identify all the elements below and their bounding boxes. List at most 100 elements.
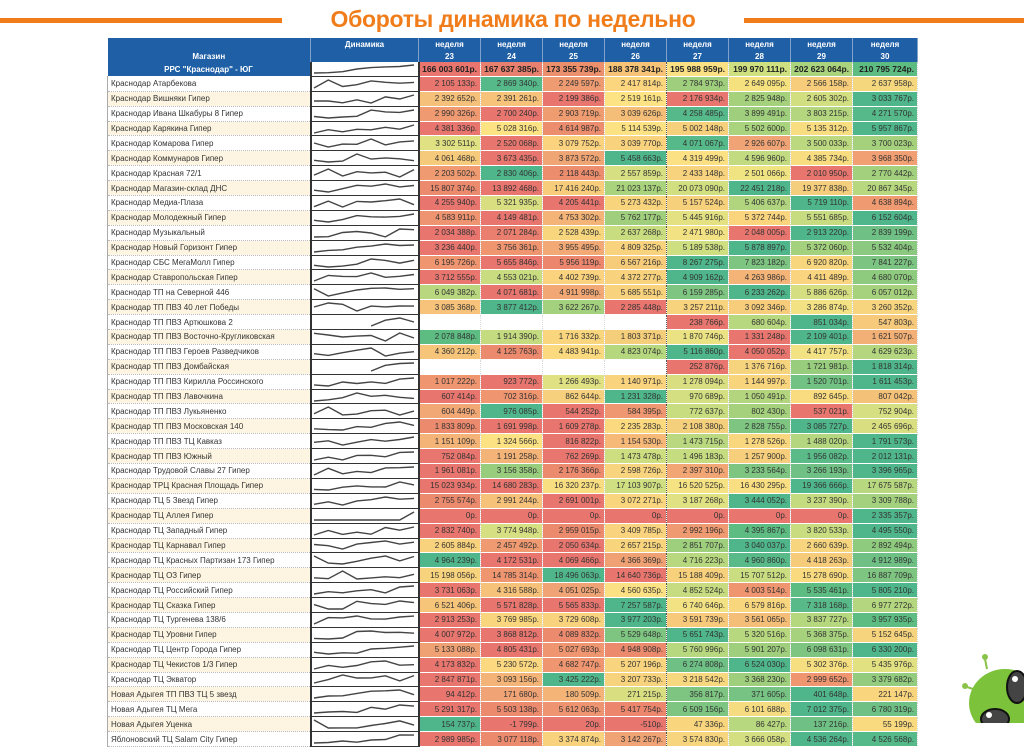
turnover-cell: 3 085 727р. <box>790 418 853 435</box>
turnover-cell: 3 968 350р. <box>852 150 918 167</box>
turnover-cell: 15 023 934р. <box>418 478 481 494</box>
turnover-cell: 544 252р. <box>542 403 605 420</box>
turnover-cell: 5 762 177р. <box>604 210 667 226</box>
turnover-cell: 4 526 568р. <box>852 731 918 747</box>
turnover-cell: 166 003 601р. <box>418 62 481 77</box>
table-row: Краснодар Ставропольская Гипер 3 712 555р… <box>107 269 918 286</box>
store-name: Краснодар Ставропольская Гипер <box>107 269 311 286</box>
turnover-cell: 6 977 272р. <box>852 597 918 613</box>
turnover-cell: 4 638 894р. <box>852 195 918 211</box>
turnover-cell: 3 712 555р. <box>418 269 481 286</box>
store-name: Краснодар Новый Горизонт Гипер <box>107 240 311 256</box>
turnover-cell: 2 991 244р. <box>480 493 543 509</box>
turnover-cell: 4 255 940р. <box>418 195 481 211</box>
table-row: Краснодар ТП ПВЗ Южный 752 084р. 1 191 258… <box>107 448 918 465</box>
sparkline-chart <box>313 123 414 134</box>
sparkline-chart <box>313 406 414 417</box>
turnover-cell: 2 990 326р. <box>418 106 481 122</box>
turnover-cell: 4 360 212р. <box>418 344 481 360</box>
turnover-cell: 1 870 746р. <box>666 329 729 345</box>
title-rule-left <box>0 18 282 23</box>
store-name: Краснодар ТЦ Тургенева 138/6 <box>107 612 311 628</box>
turnover-cell: 5 273 432р. <box>604 195 667 211</box>
turnover-cell: 4 319 499р. <box>666 150 729 167</box>
turnover-cell: 1 961 081р. <box>418 463 481 479</box>
turnover-cell: 2 784 973р. <box>666 76 729 92</box>
turnover-cell: 537 021р. <box>790 403 853 420</box>
turnover-cell: 3 803 215р. <box>790 106 853 122</box>
turnover-cell: 3 774 948р. <box>480 523 543 539</box>
sparkline-path <box>313 376 414 387</box>
sparkline-chart <box>313 79 414 89</box>
turnover-cell: 1 257 900р. <box>728 448 791 465</box>
turnover-cell: 252 876р. <box>666 359 729 375</box>
turnover-cell: 4 823 074р. <box>604 344 667 360</box>
turnover-cell: 4 629 623р. <box>852 344 918 360</box>
turnover-cell: 5 114 539р. <box>604 121 667 137</box>
turnover-cell: 3 368 230р. <box>728 672 791 688</box>
turnover-cell: 4 402 739р. <box>542 269 605 286</box>
turnover-cell: 3 072 271р. <box>604 493 667 509</box>
dynamics-sparkline-cell <box>309 433 420 450</box>
turnover-cell: 1 721 981р. <box>790 359 853 375</box>
turnover-cell: 5 458 663р. <box>604 150 667 167</box>
sparkline-chart <box>313 138 414 149</box>
dynamics-sparkline-cell <box>309 195 420 211</box>
turnover-cell: 188 378 341р. <box>604 62 667 77</box>
table-row: Краснодар ТЦ Аллея Гипер 0р. 0р. 0р. 0р. 0р. 0… <box>107 508 918 524</box>
turnover-cell: 3 374 874р. <box>542 731 605 747</box>
dynamics-sparkline-cell <box>309 314 420 331</box>
dynamics-sparkline-cell <box>309 508 420 524</box>
turnover-cell: 2 828 755р. <box>728 418 791 435</box>
turnover-cell: 2 989 985р. <box>418 731 481 747</box>
table-row: Краснодар ТЦ ОЗ Гипер 15 198 056р. 14 785 … <box>107 567 918 584</box>
sparkline-chart <box>313 689 414 700</box>
turnover-cell: 18 496 063р. <box>542 567 605 584</box>
turnover-cell: 5 503 138р. <box>480 701 543 718</box>
weekly-turnover-table: Динамика неделя неделя неделя неделя неделя н… <box>107 38 918 747</box>
turnover-cell: 3 622 267р. <box>542 299 605 316</box>
table-row: Краснодар Медиа-Плаза 4 255 940р. 5 321 93… <box>107 195 918 211</box>
table-row: Краснодар Вишняки Гипер 2 392 652р. 2 391 … <box>107 91 918 107</box>
turnover-cell: 19 377 838р. <box>790 180 853 197</box>
sparkline-chart <box>313 302 414 312</box>
table-row: Краснодар Красная 72/1 2 203 502р. 2 830 4… <box>107 165 918 182</box>
sparkline-path <box>313 332 414 342</box>
sparkline-chart <box>313 719 414 729</box>
dynamics-sparkline-cell <box>309 225 420 241</box>
sparkline-chart <box>313 391 414 402</box>
turnover-cell: 15 188 409р. <box>666 567 729 584</box>
turnover-cell: 680 604р. <box>728 314 791 331</box>
dynamics-sparkline-cell <box>309 418 420 435</box>
table-row: Краснодар ТЦ Центр Города Гипер 5 133 088… <box>107 642 918 658</box>
store-name: Краснодар Карякина Гипер <box>107 121 311 137</box>
sparkline-path <box>313 183 414 193</box>
sparkline-path <box>313 659 414 670</box>
dynamics-sparkline-cell <box>309 374 420 390</box>
table-row: Краснодар ТП ПВЗ Восточно-Кругликовская 2… <box>107 329 918 345</box>
turnover-cell: 2 913 220р. <box>790 225 853 241</box>
sparkline-chart <box>313 108 414 119</box>
week-label-header: неделя <box>418 38 481 50</box>
turnover-cell: 4 614 987р. <box>542 121 605 137</box>
week-number-header: 26 <box>604 50 667 62</box>
turnover-cell: 5 901 207р. <box>728 642 791 658</box>
sparkline-chart <box>313 183 414 193</box>
turnover-cell: 1 956 082р. <box>790 448 853 465</box>
turnover-cell: 2 992 196р. <box>666 523 729 539</box>
turnover-cell: 752 904р. <box>852 403 918 420</box>
turnover-cell: 221 147р. <box>852 686 918 703</box>
turnover-cell: 2 605 884р. <box>418 538 481 554</box>
turnover-cell: 4 366 369р. <box>604 552 667 569</box>
dynamics-sparkline-cell <box>309 180 420 197</box>
turnover-cell: 4 948 908р. <box>604 642 667 658</box>
sparkline-chart <box>313 287 414 298</box>
sparkline-path <box>313 391 414 402</box>
turnover-cell: 238 766р. <box>666 314 729 331</box>
turnover-cell: 1 324 566р. <box>480 433 543 450</box>
turnover-cell: 5 302 376р. <box>790 657 853 673</box>
sparkline-path <box>313 287 414 298</box>
sparkline-path <box>313 198 414 208</box>
turnover-cell: 2 397 310р. <box>666 463 729 479</box>
turnover-cell: 2 078 848р. <box>418 329 481 345</box>
